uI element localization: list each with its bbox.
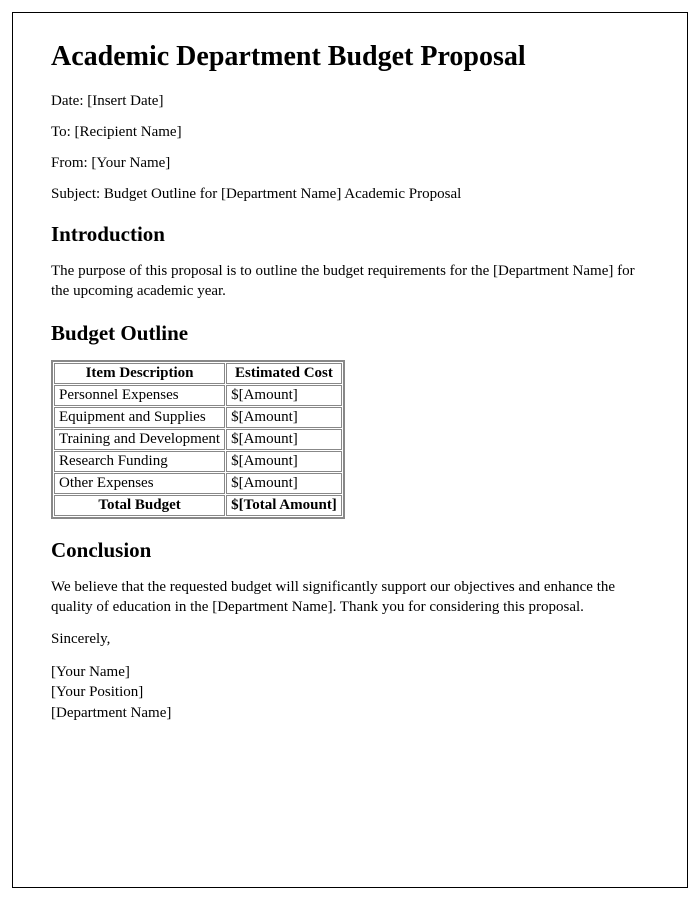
page-title: Academic Department Budget Proposal xyxy=(51,41,649,73)
meta-to: To: [Recipient Name] xyxy=(51,124,649,141)
table-total-row: Total Budget $[Total Amount] xyxy=(54,495,342,516)
cell-cost: $[Amount] xyxy=(226,429,342,450)
cell-cost: $[Amount] xyxy=(226,451,342,472)
introduction-text: The purpose of this proposal is to outli… xyxy=(51,261,649,302)
cell-desc: Personnel Expenses xyxy=(54,385,225,406)
cell-desc: Training and Development xyxy=(54,429,225,450)
meta-date: Date: [Insert Date] xyxy=(51,93,649,110)
table-row: Equipment and Supplies $[Amount] xyxy=(54,407,342,428)
signature-department: [Department Name] xyxy=(51,703,649,723)
document-page: Academic Department Budget Proposal Date… xyxy=(12,12,688,888)
cell-cost: $[Amount] xyxy=(226,407,342,428)
total-value: $[Total Amount] xyxy=(226,495,342,516)
cell-cost: $[Amount] xyxy=(226,473,342,494)
budget-heading: Budget Outline xyxy=(51,321,649,346)
col-item-description: Item Description xyxy=(54,363,225,384)
col-estimated-cost: Estimated Cost xyxy=(226,363,342,384)
cell-cost: $[Amount] xyxy=(226,385,342,406)
budget-table: Item Description Estimated Cost Personne… xyxy=(51,360,345,519)
closing: Sincerely, xyxy=(51,631,649,648)
table-row: Personnel Expenses $[Amount] xyxy=(54,385,342,406)
cell-desc: Research Funding xyxy=(54,451,225,472)
total-label: Total Budget xyxy=(54,495,225,516)
table-row: Research Funding $[Amount] xyxy=(54,451,342,472)
cell-desc: Other Expenses xyxy=(54,473,225,494)
table-row: Training and Development $[Amount] xyxy=(54,429,342,450)
signature-position: [Your Position] xyxy=(51,682,649,702)
table-header-row: Item Description Estimated Cost xyxy=(54,363,342,384)
meta-subject: Subject: Budget Outline for [Department … xyxy=(51,186,649,203)
cell-desc: Equipment and Supplies xyxy=(54,407,225,428)
table-row: Other Expenses $[Amount] xyxy=(54,473,342,494)
introduction-heading: Introduction xyxy=(51,222,649,247)
conclusion-heading: Conclusion xyxy=(51,538,649,563)
signature-name: [Your Name] xyxy=(51,662,649,682)
meta-from: From: [Your Name] xyxy=(51,155,649,172)
conclusion-text: We believe that the requested budget wil… xyxy=(51,577,649,618)
